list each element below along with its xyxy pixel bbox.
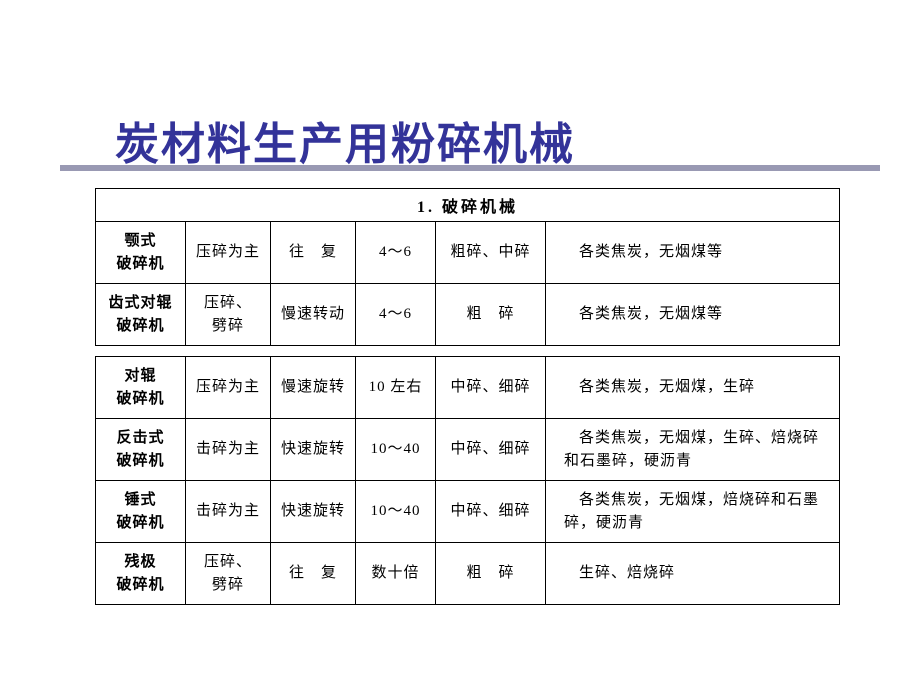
crusher-table-2: 对辊破碎机 压碎为主 慢速旋转 10 左右 中碎、细碎 各类焦炭，无烟煤，生碎 … xyxy=(95,356,840,605)
cell-name: 齿式对辊破碎机 xyxy=(96,284,186,346)
cell-name: 残极破碎机 xyxy=(96,543,186,605)
cell-name: 颚式破碎机 xyxy=(96,222,186,284)
cell: 4～6 xyxy=(356,284,436,346)
page-title: 炭材料生产用粉碎机械 xyxy=(115,108,575,172)
cell: 慢速转动 xyxy=(271,284,356,346)
cell: 往 复 xyxy=(271,543,356,605)
cell: 中碎、细碎 xyxy=(436,419,546,481)
cell: 各类焦炭，无烟煤等 xyxy=(546,222,840,284)
cell: 往 复 xyxy=(271,222,356,284)
cell: 10～40 xyxy=(356,481,436,543)
cell: 各类焦炭，无烟煤等 xyxy=(546,284,840,346)
table-row: 锤式破碎机 击碎为主 快速旋转 10～40 中碎、细碎 各类焦炭，无烟煤，焙烧碎… xyxy=(96,481,840,543)
cell-name: 锤式破碎机 xyxy=(96,481,186,543)
cell: 生碎、焙烧碎 xyxy=(546,543,840,605)
slide: 炭材料生产用粉碎机械 1. 破碎机械 颚式破碎机 压碎为主 往 复 4～6 粗碎… xyxy=(0,0,920,690)
cell: 中碎、细碎 xyxy=(436,481,546,543)
cell: 快速旋转 xyxy=(271,481,356,543)
cell: 各类焦炭，无烟煤，生碎、焙烧碎和石墨碎，硬沥青 xyxy=(546,419,840,481)
cell: 击碎为主 xyxy=(186,419,271,481)
cell-name: 对辊破碎机 xyxy=(96,357,186,419)
cell-name: 反击式破碎机 xyxy=(96,419,186,481)
table-row: 残极破碎机 压碎、劈碎 往 复 数十倍 粗 碎 生碎、焙烧碎 xyxy=(96,543,840,605)
cell: 压碎、劈碎 xyxy=(186,284,271,346)
section-header: 1. 破碎机械 xyxy=(95,188,840,221)
table-row: 齿式对辊破碎机 压碎、劈碎 慢速转动 4～6 粗 碎 各类焦炭，无烟煤等 xyxy=(96,284,840,346)
cell: 数十倍 xyxy=(356,543,436,605)
cell: 压碎、劈碎 xyxy=(186,543,271,605)
cell: 压碎为主 xyxy=(186,357,271,419)
table-container: 1. 破碎机械 颚式破碎机 压碎为主 往 复 4～6 粗碎、中碎 各类焦炭，无烟… xyxy=(95,188,840,605)
cell: 粗 碎 xyxy=(436,284,546,346)
cell: 击碎为主 xyxy=(186,481,271,543)
cell: 各类焦炭，无烟煤，生碎 xyxy=(546,357,840,419)
table-row: 对辊破碎机 压碎为主 慢速旋转 10 左右 中碎、细碎 各类焦炭，无烟煤，生碎 xyxy=(96,357,840,419)
cell: 中碎、细碎 xyxy=(436,357,546,419)
table-row: 颚式破碎机 压碎为主 往 复 4～6 粗碎、中碎 各类焦炭，无烟煤等 xyxy=(96,222,840,284)
cell: 10 左右 xyxy=(356,357,436,419)
cell: 压碎为主 xyxy=(186,222,271,284)
cell: 粗 碎 xyxy=(436,543,546,605)
cell: 各类焦炭，无烟煤，焙烧碎和石墨碎，硬沥青 xyxy=(546,481,840,543)
cell: 4～6 xyxy=(356,222,436,284)
cell: 慢速旋转 xyxy=(271,357,356,419)
table-row: 反击式破碎机 击碎为主 快速旋转 10～40 中碎、细碎 各类焦炭，无烟煤，生碎… xyxy=(96,419,840,481)
crusher-table-1: 颚式破碎机 压碎为主 往 复 4～6 粗碎、中碎 各类焦炭，无烟煤等 齿式对辊破… xyxy=(95,221,840,346)
cell: 10～40 xyxy=(356,419,436,481)
cell: 粗碎、中碎 xyxy=(436,222,546,284)
cell: 快速旋转 xyxy=(271,419,356,481)
